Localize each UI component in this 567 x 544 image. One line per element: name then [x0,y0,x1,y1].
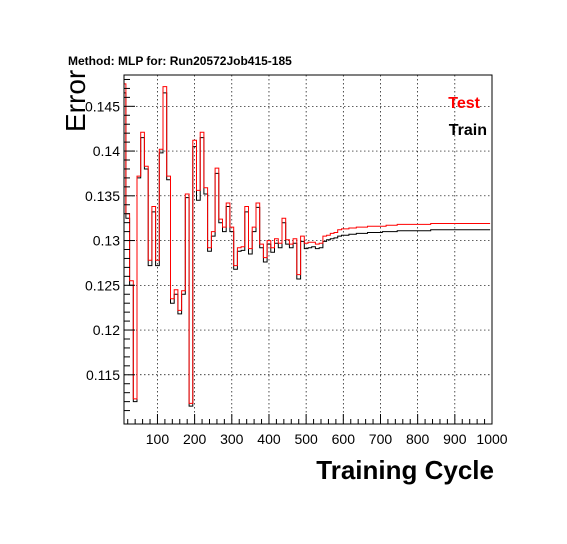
y-tick-label: 0.115 [86,367,120,383]
x-tick-label: 700 [369,431,393,447]
x-tick-label: 600 [332,431,356,447]
y-tick-label: 0.13 [93,233,120,249]
series-test [124,83,491,404]
legend-train-label: Train [449,122,487,139]
y-axis-title: Error [60,70,91,132]
x-tick-label: 500 [294,431,318,447]
series-line-test [124,83,491,404]
axis-tick-labels: 100 200 300 400 500 600 700 800 900 1000 0.115 0.12… [85,98,508,447]
x-tick-label: 200 [183,431,207,447]
y-tick-label: 0.145 [85,98,120,114]
axis-ticks [124,78,493,424]
x-tick-label: 100 [146,431,170,447]
x-tick-label: 1000 [476,431,507,447]
series-lines [124,83,491,407]
x-tick-label: 900 [443,431,467,447]
y-tick-label: 0.125 [85,277,120,293]
legend-test-label: Test [448,95,480,112]
x-tick-label: 800 [406,431,430,447]
y-tick-label: 0.14 [93,143,120,159]
chart-title: Method: MLP for: Run20572Job415-185 [68,54,292,68]
y-tick-label: 0.135 [85,188,120,204]
x-tick-label: 300 [220,431,244,447]
y-tick-label: 0.12 [93,322,120,338]
x-axis-title: Training Cycle [316,455,494,485]
x-tick-label: 400 [257,431,281,447]
